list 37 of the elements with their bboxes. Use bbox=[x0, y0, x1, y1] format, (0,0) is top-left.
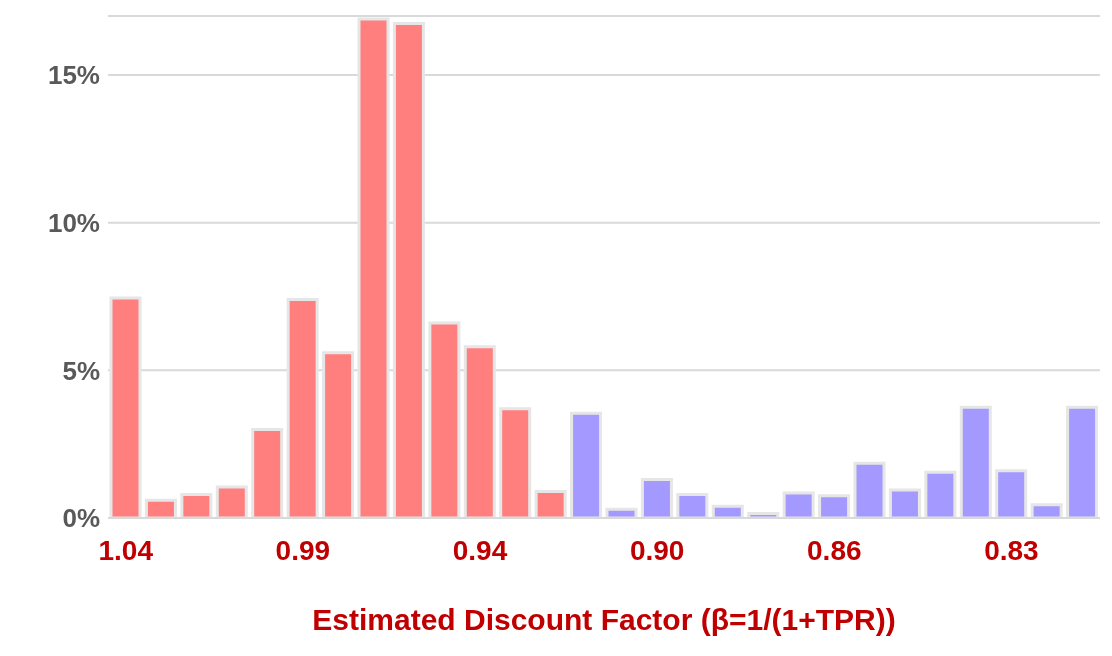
bar bbox=[888, 488, 921, 518]
bar bbox=[959, 405, 992, 518]
bar bbox=[570, 411, 603, 518]
x-tick-label: 0.86 bbox=[807, 534, 862, 566]
x-tick-label: 0.99 bbox=[275, 534, 331, 566]
y-tick-label: 5% bbox=[62, 355, 100, 386]
bar bbox=[357, 17, 390, 518]
x-tick-label: 0.90 bbox=[629, 534, 685, 566]
bar bbox=[924, 470, 957, 518]
bar bbox=[853, 461, 886, 518]
bar bbox=[640, 478, 673, 518]
y-tick-label: 0% bbox=[62, 503, 100, 534]
bar bbox=[782, 491, 815, 518]
x-axis-title: Estimated Discount Factor (β=1/(1+TPR)) bbox=[312, 603, 896, 636]
bar bbox=[1030, 503, 1063, 518]
x-tick-label: 0.94 bbox=[452, 534, 508, 566]
bar bbox=[995, 469, 1028, 518]
bar bbox=[392, 21, 425, 518]
bar bbox=[286, 297, 319, 518]
bar bbox=[676, 492, 709, 518]
x-tick-label: 0.83 bbox=[984, 534, 1039, 566]
bar bbox=[711, 504, 744, 518]
bar bbox=[180, 492, 213, 518]
bar bbox=[818, 494, 851, 518]
bar bbox=[428, 321, 461, 518]
bar bbox=[251, 427, 284, 518]
bar bbox=[499, 407, 532, 518]
bar bbox=[322, 351, 355, 518]
bar bbox=[1066, 405, 1099, 518]
bar bbox=[215, 485, 248, 518]
y-tick-label: 10% bbox=[47, 207, 100, 238]
bar bbox=[144, 498, 177, 518]
bar bbox=[463, 345, 496, 518]
y-tick-label: 15% bbox=[47, 60, 100, 91]
bar bbox=[534, 489, 567, 518]
x-tick-label: 1.04 bbox=[98, 534, 154, 566]
bar bbox=[109, 296, 142, 518]
